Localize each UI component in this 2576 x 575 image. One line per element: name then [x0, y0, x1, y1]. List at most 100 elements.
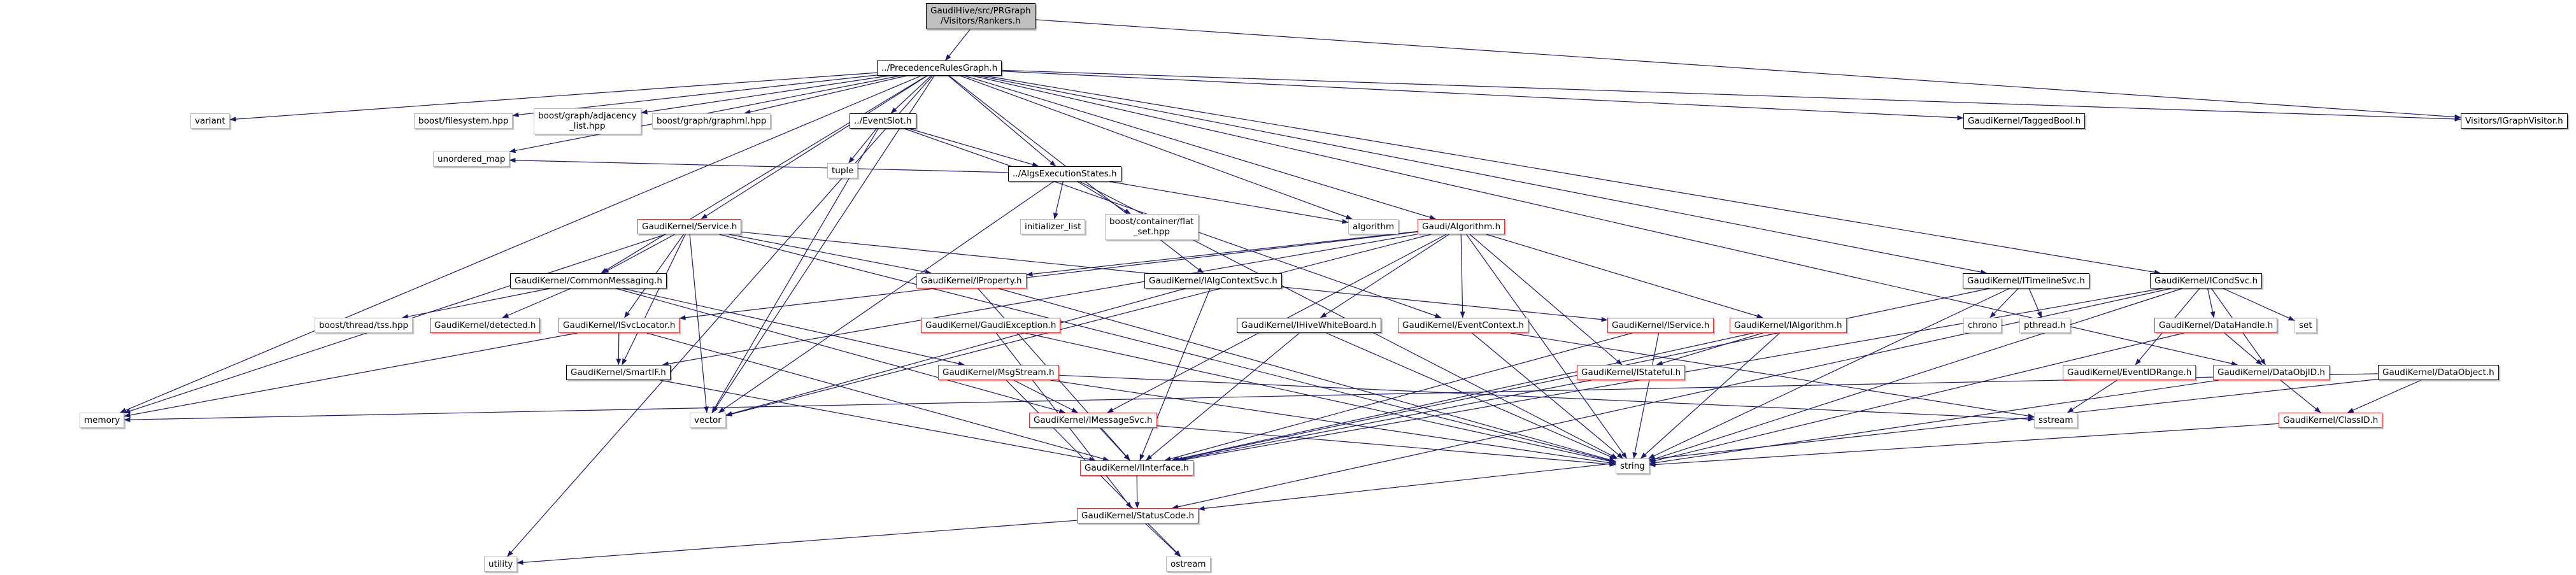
graph-node-ostream: ostream: [1166, 557, 1211, 572]
edge-msgstream-imessagesvc: [1013, 380, 1078, 413]
edge-prg-algorithm: [960, 75, 1353, 220]
edge-gaudi_algorithm-string: [1466, 234, 1627, 459]
edge-gaudi_algorithm-ihivewhiteboard: [1320, 234, 1449, 318]
graph-node-ialgcontextsvc[interactable]: GaudiKernel/IAlgContextSvc.h: [1144, 273, 1282, 289]
edge-prg-taggedbool: [1001, 71, 1964, 120]
graph-node-datahandle[interactable]: GaudiKernel/DataHandle.h: [2154, 318, 2278, 334]
edge-eventslot-algsexec: [909, 128, 1039, 167]
edge-itimelinesvc-pthread: [2028, 288, 2042, 318]
graph-node-adjacency: boost/graph/adjacency _list.hpp: [534, 108, 641, 134]
edge-prg-adjacency: [641, 75, 889, 115]
edge-prg-utility: [507, 75, 933, 557]
graph-node-tss: boost/thread/tss.hpp: [315, 318, 413, 334]
edge-commonmessaging-tss: [402, 288, 550, 319]
edge-prg-variant: [229, 72, 878, 122]
edge-algsexec-unordered_map: [509, 157, 1009, 173]
edge-imessagesvc-string: [1156, 425, 1616, 467]
edge-dataobject-classid: [2347, 380, 2422, 413]
graph-node-msgstream[interactable]: GaudiKernel/MsgStream.h: [938, 365, 1059, 381]
graph-node-istateful[interactable]: GaudiKernel/IStateful.h: [1577, 365, 1686, 381]
edge-classid-string: [1649, 423, 2279, 467]
edge-prg-graphml: [744, 75, 907, 115]
edge-dataobject-memory: [124, 373, 2379, 423]
graph-node-chrono: chrono: [1963, 318, 2002, 334]
graph-node-eventslot[interactable]: ../EventSlot.h: [850, 113, 916, 129]
graph-node-igraphvisitor[interactable]: Visitors/IGraphVisitor.h: [2461, 113, 2568, 129]
graph-node-dataobject[interactable]: GaudiKernel/DataObject.h: [2378, 365, 2499, 381]
graph-node-icondsvc[interactable]: GaudiKernel/ICondSvc.h: [2150, 273, 2263, 289]
edge-gaudi_algorithm-smartif: [662, 234, 1418, 367]
edge-statuscode-utility: [516, 520, 1078, 565]
edge-icondsvc-set: [2223, 288, 2295, 321]
graph-node-ihivewhiteboard[interactable]: GaudiKernel/IHiveWhiteBoard.h: [1237, 318, 1381, 334]
edge-icondsvc-string: [1649, 288, 2182, 462]
edge-datahandle-string: [1649, 332, 2184, 464]
edge-dataobject-statuscode: [1198, 378, 2379, 511]
graph-node-taggedbool[interactable]: GaudiKernel/TaggedBool.h: [1963, 113, 2086, 129]
edge-service-vector: [689, 234, 709, 413]
edge-istateful-iinterface: [1176, 380, 1592, 462]
edge-ialgcontextsvc-iinterface: [1139, 288, 1211, 461]
graph-node-commonmessaging[interactable]: GaudiKernel/CommonMessaging.h: [510, 273, 667, 289]
edge-eventcontext-sstream: [1510, 332, 2035, 418]
edge-prg-algsexec: [948, 75, 1057, 167]
graph-node-algorithm: algorithm: [1348, 219, 1399, 235]
graph-node-itimelinesvc[interactable]: GaudiKernel/ITimelineSvc.h: [1963, 273, 2089, 289]
graph-node-graphml: boost/graph/graphml.hpp: [652, 113, 771, 129]
edge-icondsvc-datahandle: [2207, 288, 2216, 318]
edge-algsexec-flat_set: [1077, 181, 1131, 215]
edge-dataobjid-classid: [2280, 380, 2321, 413]
graph-node-eventidrange[interactable]: GaudiKernel/EventIDRange.h: [2063, 365, 2196, 381]
edge-eventslot-tuple: [848, 128, 877, 164]
graph-node-algsexec[interactable]: ../AlgsExecutionStates.h: [1008, 166, 1121, 182]
edge-gaudi_algorithm-iproperty: [1026, 231, 1418, 277]
edge-gaudiexception-string: [1025, 332, 1616, 464]
edge-ihivewhiteboard-iinterface: [1146, 332, 1300, 461]
graph-node-classid[interactable]: GaudiKernel/ClassID.h: [2279, 413, 2383, 429]
edge-prg-gaudi_algorithm: [964, 75, 1436, 220]
graph-node-gaudi_algorithm[interactable]: Gaudi/Algorithm.h: [1418, 219, 1505, 235]
edge-gaudi_algorithm-eventcontext: [1460, 234, 1465, 318]
edge-ialgorithm-istateful: [1656, 332, 1763, 366]
edge-prg-dataobjid: [972, 75, 2238, 366]
edge-gaudi_algorithm-isvclocator: [679, 231, 1418, 320]
graph-node-statuscode[interactable]: GaudiKernel/StatusCode.h: [1077, 508, 1199, 524]
edge-prg-commonmessaging: [601, 75, 927, 274]
edge-algsexec-algorithm: [1109, 181, 1349, 224]
edge-isvclocator-iinterface: [646, 332, 1109, 462]
edge-iservice-string: [1632, 332, 1660, 459]
graph-node-isvclocator[interactable]: GaudiKernel/ISvcLocator.h: [559, 318, 680, 334]
edge-ialgorithm-string: [1640, 332, 1781, 459]
graph-node-eventcontext[interactable]: GaudiKernel/EventContext.h: [1398, 318, 1528, 334]
graph-node-ialgorithm[interactable]: GaudiKernel/IAlgorithm.h: [1730, 318, 1847, 334]
edge-commonmessaging-detected: [502, 288, 571, 318]
graph-node-dataobjid[interactable]: GaudiKernel/DataObjID.h: [2213, 365, 2330, 381]
graph-node-detected[interactable]: GaudiKernel/detected.h: [430, 318, 541, 334]
edge-ihivewhiteboard-string: [1326, 332, 1616, 460]
edge-rankers-prg: [945, 29, 971, 61]
graph-node-iproperty[interactable]: GaudiKernel/IProperty.h: [916, 273, 1027, 289]
edge-service-commonmessaging: [602, 234, 675, 274]
edge-eventcontext-string: [1472, 332, 1623, 459]
graph-node-utility: utility: [484, 557, 518, 572]
graph-node-iinterface[interactable]: GaudiKernel/IInterface.h: [1080, 460, 1193, 476]
graph-node-rankers[interactable]: GaudiHive/src/PRGraph /Visitors/Rankers.…: [926, 3, 1035, 29]
graph-node-service[interactable]: GaudiKernel/Service.h: [637, 219, 742, 235]
graph-node-unordered_map: unordered_map: [433, 152, 510, 167]
edge-ialgorithm-iinterface: [1171, 332, 1754, 462]
edge-prg-igraphvisitor: [1001, 69, 2461, 122]
edge-imessagesvc-iinterface: [1099, 427, 1130, 461]
graph-node-imessagesvc[interactable]: GaudiKernel/IMessageSvc.h: [1029, 413, 1157, 429]
graph-node-iservice[interactable]: GaudiKernel/IService.h: [1607, 318, 1714, 334]
edge-ialgcontextsvc-vector: [725, 288, 1186, 416]
graph-node-smartif[interactable]: GaudiKernel/SmartIF.h: [566, 365, 671, 381]
graph-node-prg[interactable]: ../PrecedenceRulesGraph.h: [877, 60, 1002, 76]
edge-statuscode-ostream: [1145, 523, 1181, 557]
edge-datahandle-dataobjid: [2224, 332, 2263, 366]
edge-msgstream-sstream: [1058, 374, 2035, 422]
edge-itimelinesvc-chrono: [1989, 288, 2019, 318]
edge-smartif-iinterface: [659, 380, 1096, 462]
edge-commonmessaging-imessagesvc: [616, 288, 1066, 414]
graph-node-gaudiexception[interactable]: GaudiKernel/GaudiException.h: [921, 318, 1061, 334]
edge-service-string: [719, 234, 1616, 463]
